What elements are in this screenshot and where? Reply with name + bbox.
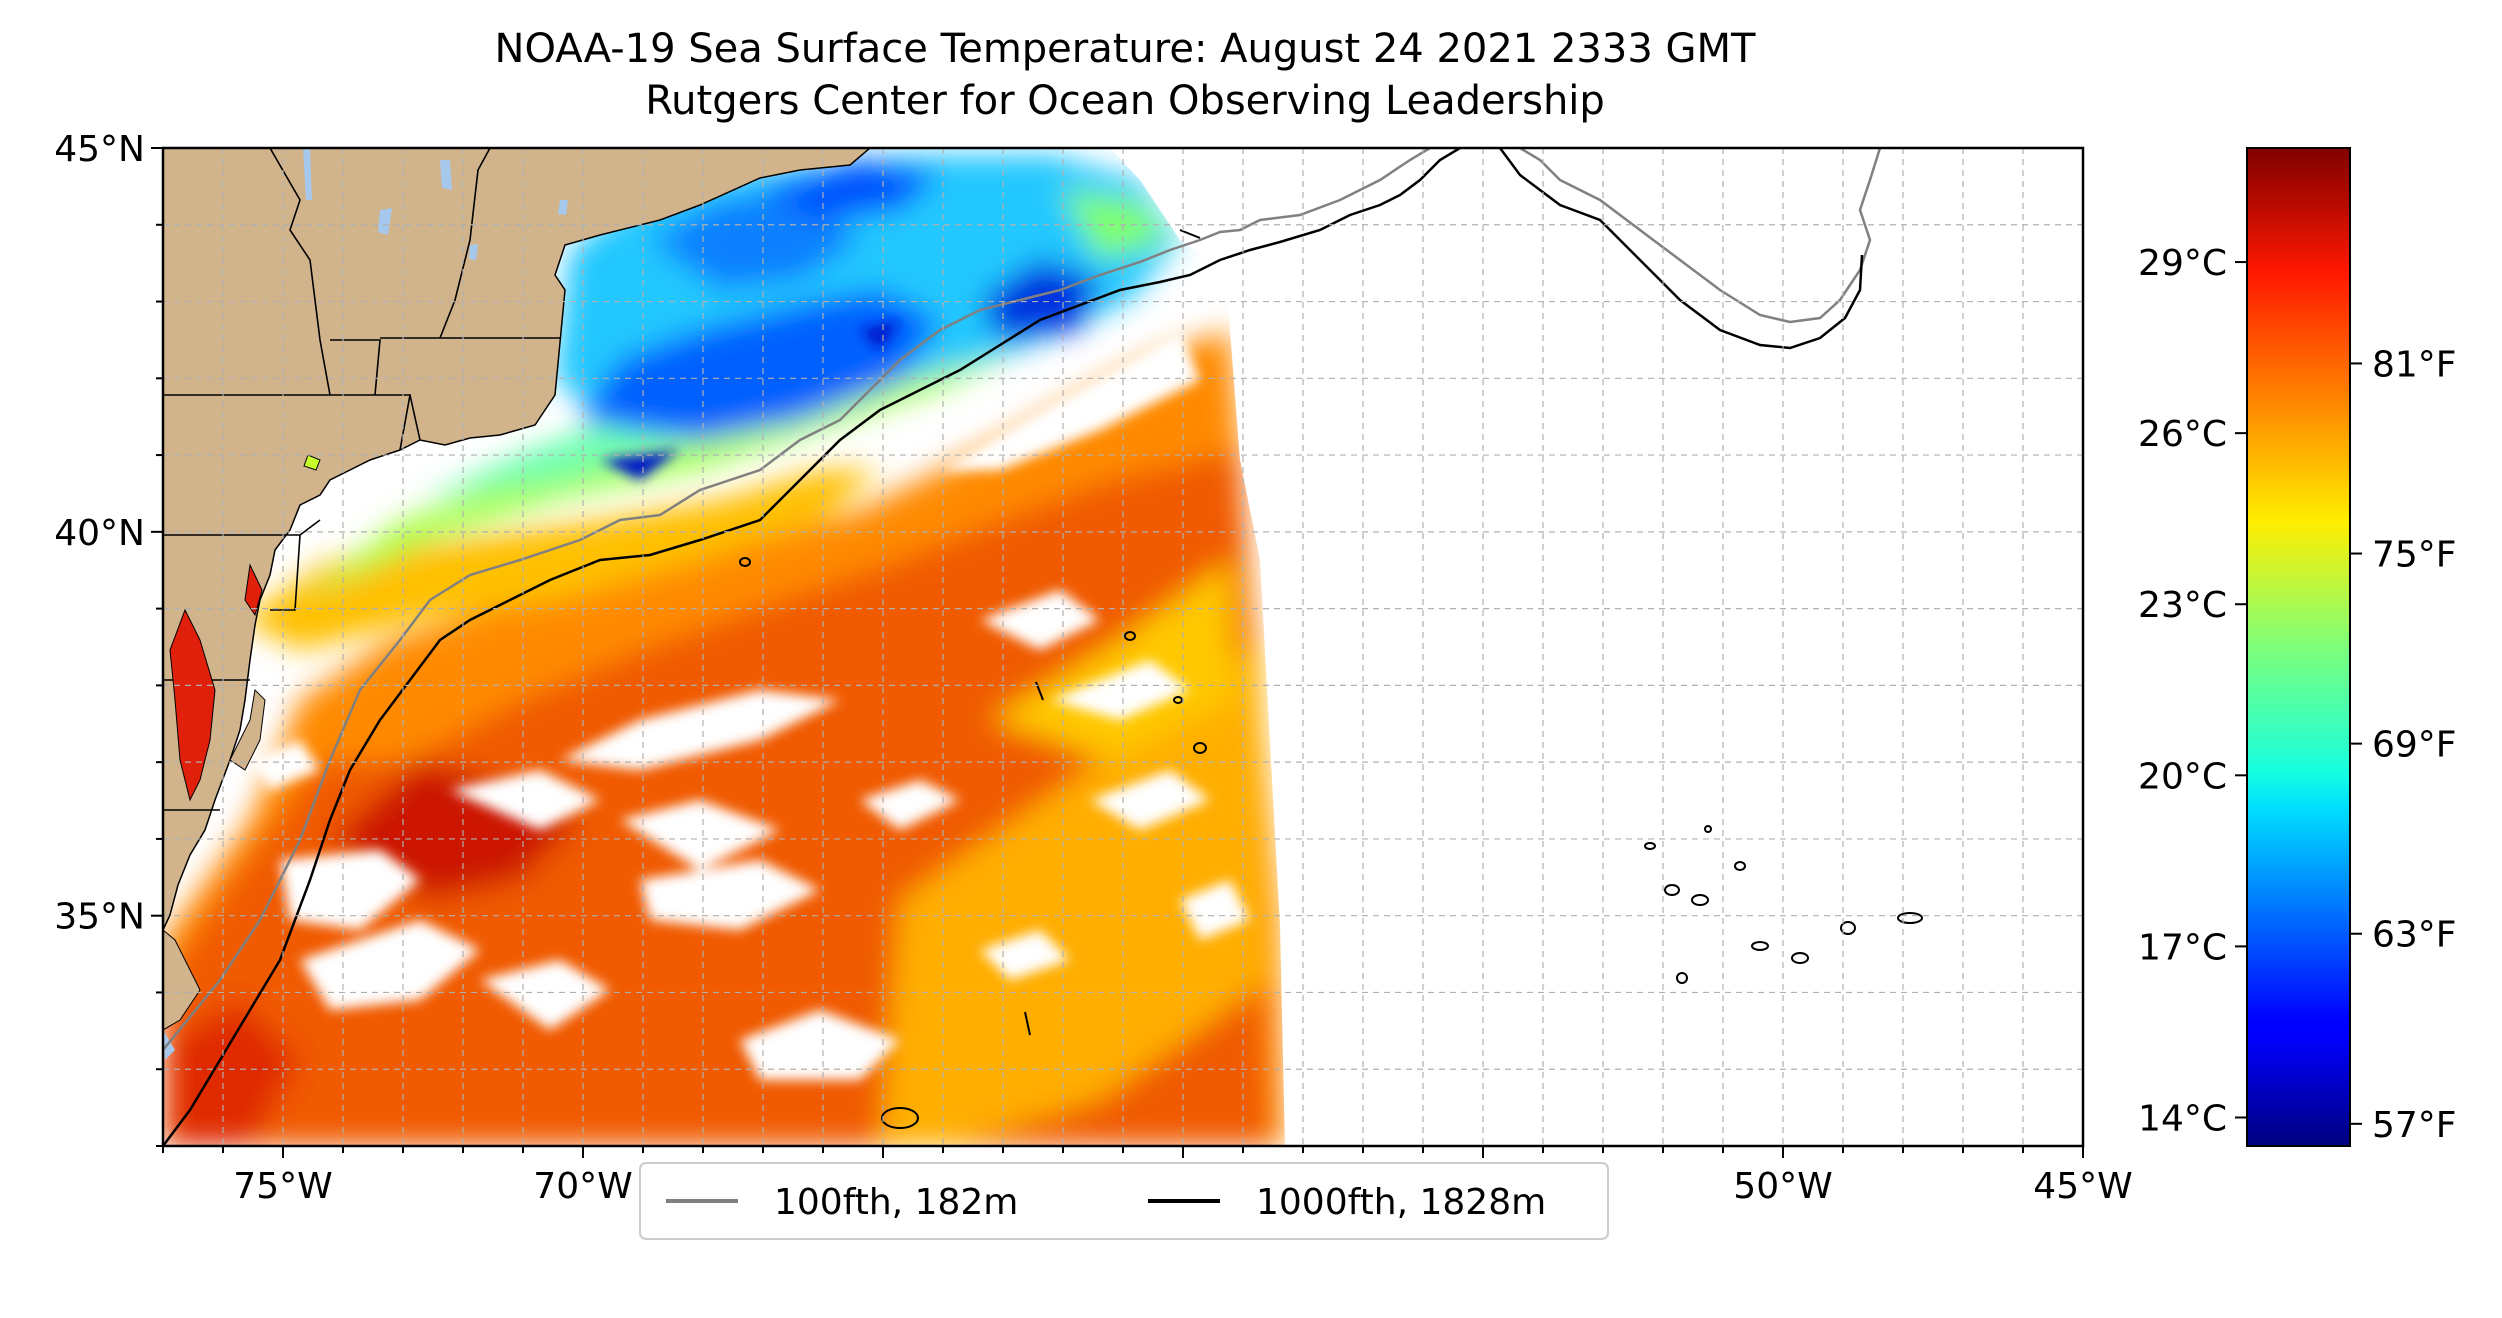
cloud-gaps: [250, 330, 1250, 1080]
celsius-tick-label: 26°C: [2138, 414, 2227, 455]
land: [163, 148, 872, 1060]
map-title: NOAA-19 Sea Surface Temperature: August …: [494, 26, 1756, 72]
fahrenheit-tick-label: 63°F: [2372, 915, 2457, 956]
isobath-100fth: [163, 148, 1882, 1051]
fahrenheit-tick-label: 57°F: [2372, 1105, 2457, 1146]
lon-tick-label: 50°W: [1733, 1166, 1832, 1207]
gridlines: [163, 148, 2083, 1146]
legend-label-1000fth: 1000fth, 1828m: [1256, 1182, 1546, 1223]
colorbar-fahrenheit-axis: 57°F 63°F 69°F 75°F 81°F: [2350, 344, 2457, 1146]
lon-tick-label: 75°W: [233, 1166, 332, 1207]
celsius-tick-label: 17°C: [2138, 927, 2227, 968]
lat-tick-label: 40°N: [54, 513, 145, 554]
seamounts: [739, 229, 1923, 1129]
latitude-axis: 35°N 40°N 45°N: [54, 129, 163, 1147]
fahrenheit-tick-label: 69°F: [2372, 725, 2457, 766]
lakes: [303, 148, 568, 260]
colorbar: [2246, 147, 2351, 1147]
celsius-tick-label: 14°C: [2138, 1098, 2227, 1139]
lat-tick-label: 35°N: [54, 897, 145, 938]
map-subtitle: Rutgers Center for Ocean Observing Leade…: [645, 78, 1605, 124]
celsius-tick-label: 20°C: [2138, 756, 2227, 797]
legend-label-100fth: 100fth, 182m: [774, 1182, 1018, 1223]
legend-box: [639, 1162, 1609, 1240]
fahrenheit-tick-label: 81°F: [2372, 344, 2457, 385]
fahrenheit-tick-label: 75°F: [2372, 535, 2457, 576]
lon-tick-label: 45°W: [2033, 1166, 2132, 1207]
colorbar-celsius-axis: 14°C 17°C 20°C 23°C 26°C 29°C: [2138, 243, 2247, 1139]
lon-tick-label: 70°W: [533, 1166, 632, 1207]
legend: 100fth, 182m 1000fth, 1828m: [639, 1162, 1609, 1240]
sst-field: [163, 148, 2083, 1146]
lat-tick-label: 45°N: [54, 129, 145, 170]
celsius-tick-label: 29°C: [2138, 243, 2227, 284]
map-area: [163, 148, 2083, 1146]
celsius-tick-label: 23°C: [2138, 585, 2227, 626]
